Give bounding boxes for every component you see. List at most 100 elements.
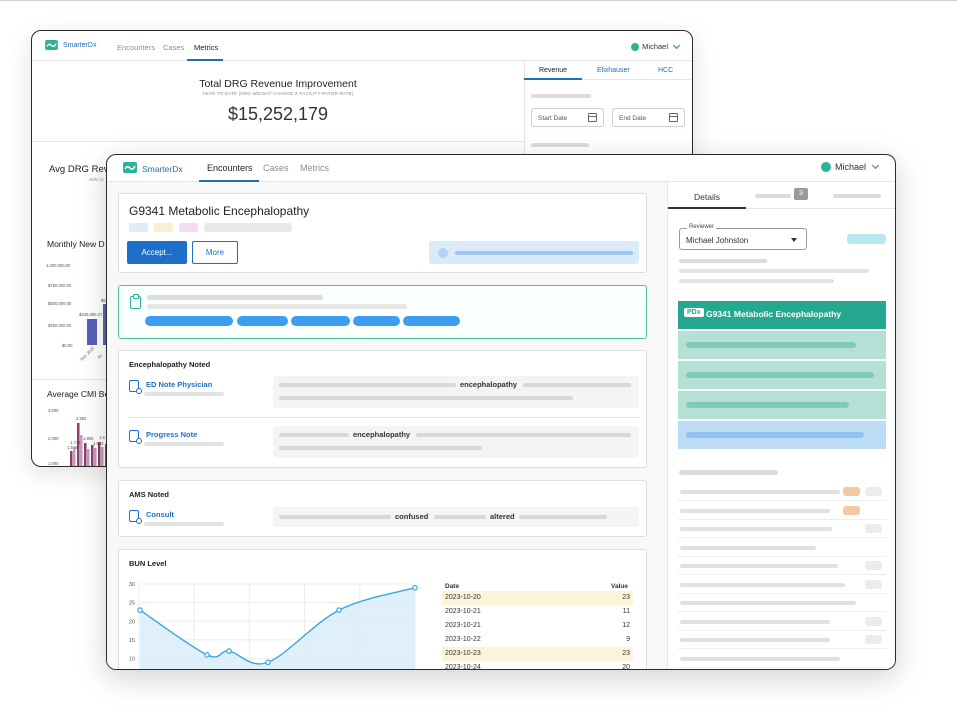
principal-diagnosis-row[interactable]: PDx G9341 Metabolic Encephalopathy [678, 301, 886, 329]
evidence-pill[interactable] [291, 316, 350, 326]
note-excerpt: encephalopathy [273, 426, 639, 458]
back-charts: 1,000,000.00 $750,000.00 $500,000.00 $25… [46, 263, 112, 466]
evidence-pill[interactable] [237, 316, 288, 326]
tab-cases[interactable]: Cases [263, 163, 289, 173]
logo-text: SmarterDx [142, 164, 183, 174]
start-date-label: Start Date [538, 115, 568, 122]
section-title: BUN Level [129, 559, 167, 568]
table-row: 2023-10-23 23 [442, 647, 633, 661]
data-point[interactable] [412, 584, 418, 591]
series-line [139, 587, 416, 665]
tab-details[interactable]: Details [694, 192, 720, 202]
tab-cases[interactable]: Cases [163, 43, 185, 52]
bar-label: $340,080.27 [79, 312, 103, 317]
row-date: 2023-10-20 [445, 594, 481, 601]
placeholder-bar [686, 342, 856, 348]
more-button[interactable]: More [192, 241, 238, 264]
bun-line-chart: 30 25 20 15 10 [129, 582, 418, 669]
placeholder-bar [279, 515, 391, 519]
encounter-window: SmarterDx Encounters Cases Metrics Micha… [106, 154, 896, 670]
table-row: 2023-10-22 9 [442, 633, 633, 647]
tab-encounters[interactable]: Encounters [117, 43, 155, 52]
diagnosis-row[interactable] [678, 361, 886, 389]
placeholder-bar [680, 490, 840, 494]
placeholder-bar [434, 515, 486, 519]
diagnosis-row[interactable] [678, 331, 886, 359]
bar [87, 449, 90, 466]
reviewer-label: Reviewer [687, 224, 717, 230]
tab-metrics[interactable]: Metrics [194, 43, 219, 52]
pdx-label: G9341 Metabolic Encephalopathy [706, 309, 842, 319]
pdx-tag: PDx [684, 308, 704, 317]
note-link-consult[interactable]: Consult [146, 510, 174, 519]
user-icon [820, 162, 831, 172]
row-date: 2023-10-24 [445, 664, 481, 670]
list-item[interactable] [678, 558, 886, 575]
evidence-pill[interactable] [403, 316, 460, 326]
placeholder-bar [679, 279, 834, 283]
data-point[interactable] [265, 659, 271, 666]
list-item[interactable] [678, 577, 886, 594]
user-name: Michael [642, 42, 668, 51]
row-value: 23 [622, 594, 630, 601]
list-item[interactable] [678, 521, 886, 538]
start-date-field[interactable]: Start Date [531, 108, 604, 127]
data-point[interactable] [336, 607, 342, 613]
row-date: 2023-10-23 [445, 650, 481, 657]
placeholder-bar [680, 527, 832, 531]
status-chip [847, 234, 886, 244]
evidence-pill[interactable] [145, 316, 233, 326]
tab-hcc[interactable]: HCC [658, 67, 674, 74]
placeholder-bar [144, 392, 224, 396]
list-item[interactable] [678, 651, 886, 668]
note-link-progress[interactable]: Progress Note [146, 430, 198, 439]
reviewer-value: Michael Johnston [686, 236, 749, 245]
diagnosis-row[interactable] [678, 391, 886, 419]
document-search-icon [129, 510, 142, 524]
bar [101, 447, 104, 466]
list-item[interactable] [678, 503, 886, 520]
user-menu[interactable]: Michael [631, 41, 681, 51]
list-item[interactable] [678, 540, 886, 557]
tab-placeholder[interactable] [833, 194, 881, 198]
ams-section: AMS Noted Consult confused altered [118, 480, 647, 537]
y-tick-label: $0.00 [62, 343, 73, 348]
average-cmi-title: Average CMI Be [47, 389, 110, 399]
series-area [140, 587, 415, 669]
status-chip [865, 616, 882, 626]
tab-elixhauser[interactable]: Elixhauser [597, 67, 630, 74]
data-point[interactable] [226, 648, 232, 654]
tab-encounters[interactable]: Encounters [207, 163, 253, 173]
tag-chip [179, 223, 198, 232]
top-border-line [0, 0, 957, 1]
encephalopathy-section: Encephalopathy Noted ED Note Physician e… [118, 350, 647, 468]
tab-metrics[interactable]: Metrics [300, 163, 329, 173]
list-item[interactable] [678, 632, 886, 649]
status-chip [865, 487, 882, 496]
diagnosis-row[interactable] [678, 421, 886, 449]
details-panel: Details 3 Reviewer Michael Johnston PDx … [667, 182, 895, 669]
list-item[interactable] [678, 484, 886, 501]
data-point[interactable] [204, 652, 210, 658]
status-chip [865, 524, 882, 533]
tab-placeholder[interactable] [755, 194, 791, 198]
tab-revenue[interactable]: Revenue [539, 67, 568, 74]
note-link-ed-physician[interactable]: ED Note Physician [146, 380, 213, 389]
accept-button[interactable]: Accept... [127, 241, 187, 264]
data-point[interactable] [137, 607, 143, 613]
logo-text: SmarterDx [63, 42, 97, 49]
table-row: 2023-10-24 20 [442, 661, 633, 670]
list-item[interactable] [678, 614, 886, 631]
reviewer-select[interactable]: Reviewer Michael Johnston [679, 224, 807, 250]
revenue-title: Total DRG Revenue Improvement [199, 78, 357, 90]
list-item[interactable] [678, 595, 886, 612]
user-menu[interactable]: Michael [820, 161, 880, 172]
bar [84, 443, 87, 466]
end-date-field[interactable]: End Date [612, 108, 685, 127]
y-tick-label: 20 [129, 619, 135, 625]
evidence-pill[interactable] [353, 316, 400, 326]
row-value: 11 [622, 608, 630, 615]
status-chip [865, 561, 882, 570]
summary-card [118, 285, 647, 339]
severity-chip [843, 505, 860, 515]
